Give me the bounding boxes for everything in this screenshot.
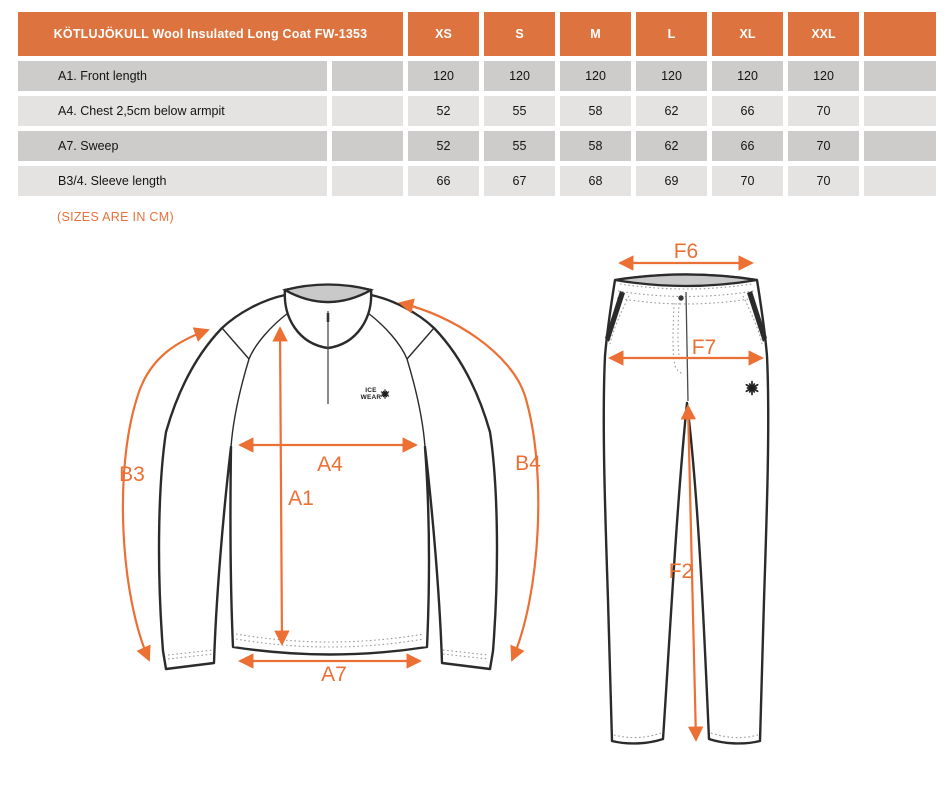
size-header-xxl: XXL: [788, 12, 859, 56]
measurement-label: B3/4. Sleeve length: [18, 166, 327, 196]
size-value: 66: [712, 131, 783, 161]
size-value: 58: [560, 96, 631, 126]
size-value: 68: [560, 166, 631, 196]
sweater-seam-left-raglan: [230, 312, 289, 448]
spacer-cell: [864, 131, 936, 161]
size-value: 120: [788, 61, 859, 91]
brand-snowflake-icon: [380, 389, 390, 399]
leg-hem-stitch: [613, 732, 662, 739]
spacer-cell: [864, 61, 936, 91]
size-value: 66: [408, 166, 479, 196]
size-value: 70: [788, 96, 859, 126]
label-a7: A7: [321, 663, 347, 686]
size-value: 58: [560, 131, 631, 161]
label-f6: F6: [674, 240, 699, 263]
size-value: 55: [484, 96, 555, 126]
size-value: 70: [788, 166, 859, 196]
size-header-xs: XS: [408, 12, 479, 56]
size-header-xl: XL: [712, 12, 783, 56]
spacer-cell: [864, 166, 936, 196]
label-f7: F7: [692, 336, 717, 359]
hem-stitch: [235, 638, 425, 648]
size-value: 120: [712, 61, 783, 91]
brand-logo-text: ICE: [365, 387, 377, 394]
pants-waist-inside: [614, 273, 758, 288]
size-value: 52: [408, 96, 479, 126]
spacer-cell: [864, 96, 936, 126]
arrow-b4: [398, 298, 540, 662]
size-value: 120: [408, 61, 479, 91]
measurement-row: B3/4. Sleeve length 66 67 68 69 70 70: [18, 166, 936, 196]
brand-logo-text: WEAR: [361, 394, 382, 401]
arrow-f2: [680, 404, 704, 742]
measurement-row: A4. Chest 2,5cm below armpit 52 55 58 62…: [18, 96, 936, 126]
measurement-row: A7. Sweep 52 55 58 62 66 70: [18, 131, 936, 161]
spacer-cell: [332, 96, 403, 126]
measurement-label: A4. Chest 2,5cm below armpit: [18, 96, 327, 126]
label-b4: B4: [515, 452, 541, 475]
size-value: 55: [484, 131, 555, 161]
size-value: 69: [636, 166, 707, 196]
label-b3: B3: [119, 463, 145, 486]
label-f2: F2: [669, 560, 694, 583]
size-header-m: M: [560, 12, 631, 56]
sweater-collar-inside: [282, 283, 374, 304]
arrow-a1: [272, 326, 290, 646]
arrow-b3: [121, 327, 210, 662]
waist-button: [678, 295, 684, 301]
spacer-cell: [332, 61, 403, 91]
size-header-s: S: [484, 12, 555, 56]
fly-stitch: [672, 302, 685, 375]
header-spacer-cell: [864, 12, 936, 56]
product-title: KÖTLUJÖKULL Wool Insulated Long Coat FW-…: [18, 12, 403, 56]
size-chart-table: KÖTLUJÖKULL Wool Insulated Long Coat FW-…: [13, 7, 941, 201]
sweater-seam-left-yoke: [221, 327, 250, 360]
measurement-row: A1. Front length 120 120 120 120 120 120: [18, 61, 936, 91]
pants-diagram: F6 F7 F2: [602, 240, 770, 745]
pocket-left: [605, 291, 625, 342]
sweater-diagram: ICE WEAR B3 A4 A1 B4 A7: [119, 283, 541, 686]
spacer-cell: [332, 166, 403, 196]
table-header-row: KÖTLUJÖKULL Wool Insulated Long Coat FW-…: [18, 12, 936, 56]
size-value: 62: [636, 96, 707, 126]
waistband-stitch: [616, 297, 756, 305]
label-a4: A4: [317, 453, 343, 476]
size-value: 67: [484, 166, 555, 196]
pocket-right: [747, 291, 767, 342]
size-value: 52: [408, 131, 479, 161]
measurement-label: A1. Front length: [18, 61, 327, 91]
snowflake-icon: [745, 380, 759, 396]
sizes-unit-note: (SIZES ARE IN CM): [57, 210, 174, 224]
measurement-label: A7. Sweep: [18, 131, 327, 161]
pocket-stitch: [609, 295, 630, 345]
size-value: 120: [484, 61, 555, 91]
waistband-stitch: [619, 283, 753, 290]
center-front-seam: [685, 291, 689, 402]
label-a1: A1: [288, 487, 314, 510]
size-value: 120: [560, 61, 631, 91]
size-header-l: L: [636, 12, 707, 56]
size-value: 70: [712, 166, 783, 196]
size-value: 62: [636, 131, 707, 161]
pants-outline: [602, 273, 770, 745]
size-value: 66: [712, 96, 783, 126]
pocket-stitch: [742, 295, 763, 345]
hem-stitch: [235, 633, 425, 643]
size-value: 120: [636, 61, 707, 91]
size-value: 70: [788, 131, 859, 161]
spacer-cell: [332, 131, 403, 161]
